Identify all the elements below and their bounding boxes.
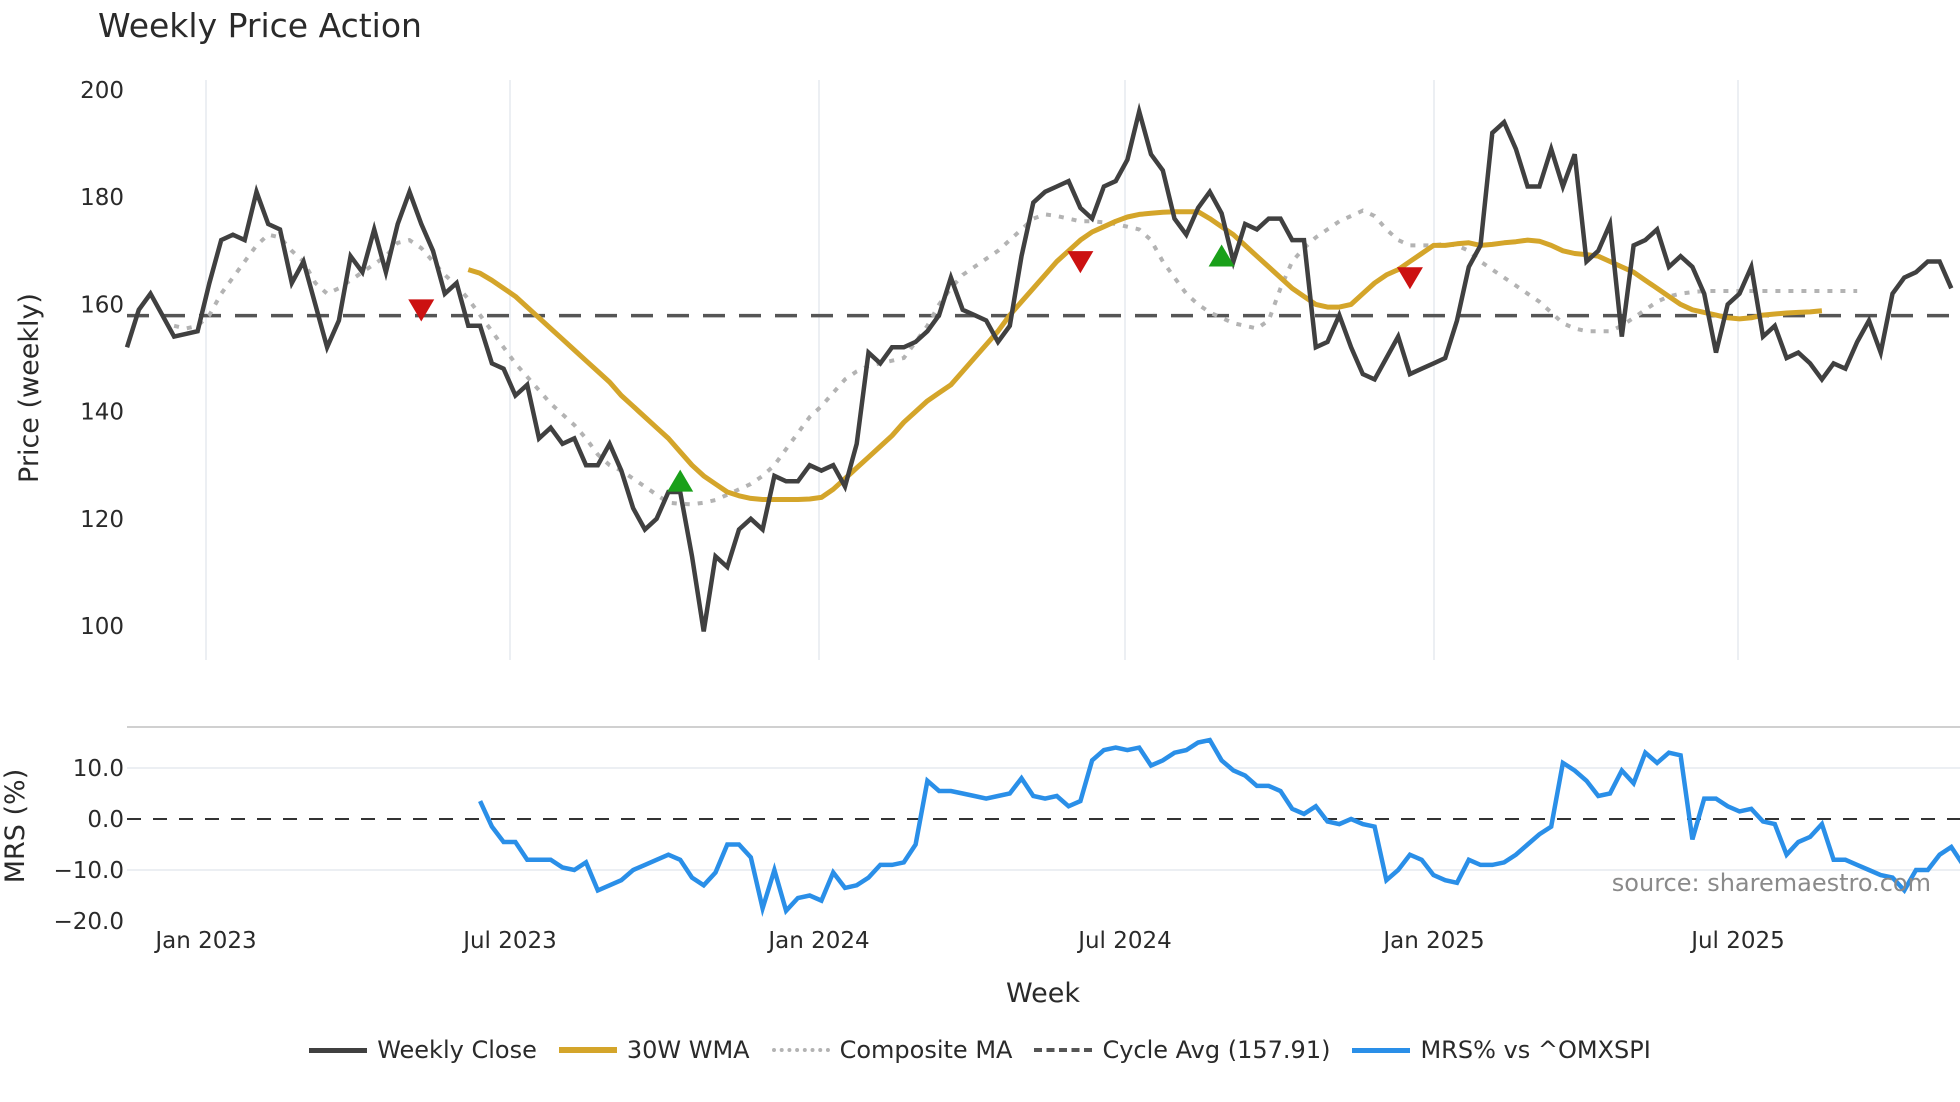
weekly-close-swatch-icon <box>309 1047 368 1053</box>
composite-ma-line <box>173 208 1858 507</box>
mrs-y-axis: 10.0 0.0 −10.0 −20.0 <box>54 756 124 935</box>
legend-item-mrs: MRS% vs ^OMXSPI <box>1352 1036 1651 1064</box>
mrs-y-tick-label: −10.0 <box>54 858 124 884</box>
sell-signal-triangle-icon <box>1396 267 1423 290</box>
legend-label: Cycle Avg (157.91) <box>1102 1036 1331 1064</box>
legend: Weekly Close 30W WMA Composite MA Cycle … <box>0 1036 1960 1064</box>
legend-label: Composite MA <box>839 1036 1013 1064</box>
price-y-tick-label: 180 <box>80 185 124 211</box>
mrs-swatch-icon <box>1352 1047 1411 1053</box>
legend-item-weekly-close: Weekly Close <box>309 1036 537 1064</box>
price-y-tick-label: 100 <box>80 614 124 640</box>
x-tick-label: Jul 2025 <box>1689 928 1785 954</box>
x-axis-label: Week <box>1006 978 1080 1009</box>
legend-item-cycle-avg: Cycle Avg (157.91) <box>1034 1036 1330 1064</box>
x-tick-label: Jan 2023 <box>153 928 256 954</box>
x-tick-label: Jan 2025 <box>1381 928 1484 954</box>
vertical-gridlines <box>205 80 1739 660</box>
buy-signal-triangle-icon <box>667 469 694 492</box>
source-watermark: source: sharemaestro.com <box>1612 869 1931 897</box>
sell-signal-triangle-icon <box>1067 251 1094 274</box>
wma-swatch-icon <box>558 1047 617 1053</box>
cycle-avg-swatch-icon <box>1034 1048 1093 1052</box>
buy-signal-triangle-icon <box>1208 244 1235 267</box>
weekly-close-line <box>124 102 1954 632</box>
price-y-tick-label: 120 <box>80 507 124 533</box>
composite-ma-swatch-icon <box>771 1048 830 1052</box>
x-axis: Jan 2023 Jul 2023 Jan 2024 Jul 2024 Jan 2025… <box>153 928 1784 954</box>
mrs-line <box>478 737 1960 917</box>
price-y-tick-label: 200 <box>80 78 124 104</box>
wma-30w-line <box>467 209 1823 502</box>
price-y-tick-label: 160 <box>80 292 124 318</box>
mrs-y-tick-label: 0.0 <box>87 807 124 833</box>
x-tick-label: Jul 2024 <box>1076 928 1172 954</box>
mrs-gridlines <box>127 767 1960 871</box>
legend-label: Weekly Close <box>377 1036 537 1064</box>
mrs-y-axis-label: MRS (%) <box>0 769 31 884</box>
sell-signal-triangle-icon <box>408 299 435 322</box>
x-tick-label: Jan 2024 <box>766 928 869 954</box>
chart-title: Weekly Price Action <box>98 6 422 45</box>
price-y-axis: 200 180 160 140 120 100 <box>80 78 124 640</box>
signal-markers <box>408 244 1423 492</box>
legend-label: 30W WMA <box>626 1036 750 1064</box>
price-y-tick-label: 140 <box>80 400 124 426</box>
mrs-y-tick-label: 10.0 <box>73 756 124 782</box>
x-tick-label: Jul 2023 <box>461 928 557 954</box>
legend-item-composite-ma: Composite MA <box>771 1036 1013 1064</box>
legend-label: MRS% vs ^OMXSPI <box>1420 1036 1651 1064</box>
price-y-axis-label: Price (weekly) <box>14 293 45 483</box>
mrs-y-tick-label: −20.0 <box>54 909 124 935</box>
legend-item-wma: 30W WMA <box>558 1036 750 1064</box>
